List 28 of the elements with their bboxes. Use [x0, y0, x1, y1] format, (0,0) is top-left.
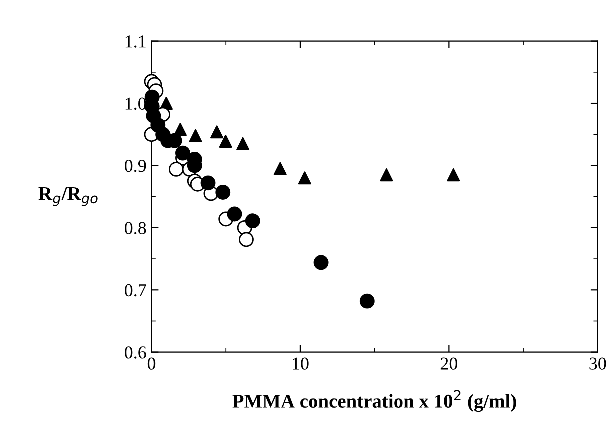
point: [274, 162, 287, 176]
point: [219, 134, 232, 148]
point: [380, 168, 394, 182]
y-axis-title: R$_{g}$/R$_{go}$: [38, 187, 98, 206]
point: [189, 129, 202, 142]
y-tick-label: 0.9: [125, 160, 146, 172]
point: [239, 232, 254, 248]
x-tick-label: 30: [590, 358, 606, 370]
point: [200, 176, 216, 191]
point: [245, 214, 260, 229]
y-tick-label: 1.1: [126, 36, 146, 48]
point: [216, 185, 231, 200]
point: [176, 146, 190, 161]
point: [298, 172, 312, 185]
y-tick-label: 0.6: [125, 346, 146, 359]
y-tick-label: 0.8: [125, 222, 146, 234]
point: [314, 255, 329, 270]
point: [447, 168, 460, 182]
y-tick-label: 0.7: [125, 284, 146, 297]
point: [210, 126, 224, 139]
point: [168, 162, 184, 177]
x-tick-label: 10: [293, 358, 309, 370]
point: [236, 137, 250, 150]
x-axis-title: PMMA concentration x 10$^{2}$ (g/ml): [232, 390, 516, 412]
x-tick-label: 0: [148, 358, 156, 370]
point: [360, 294, 375, 309]
x-tick-label: 20: [440, 358, 458, 370]
point: [227, 206, 242, 222]
